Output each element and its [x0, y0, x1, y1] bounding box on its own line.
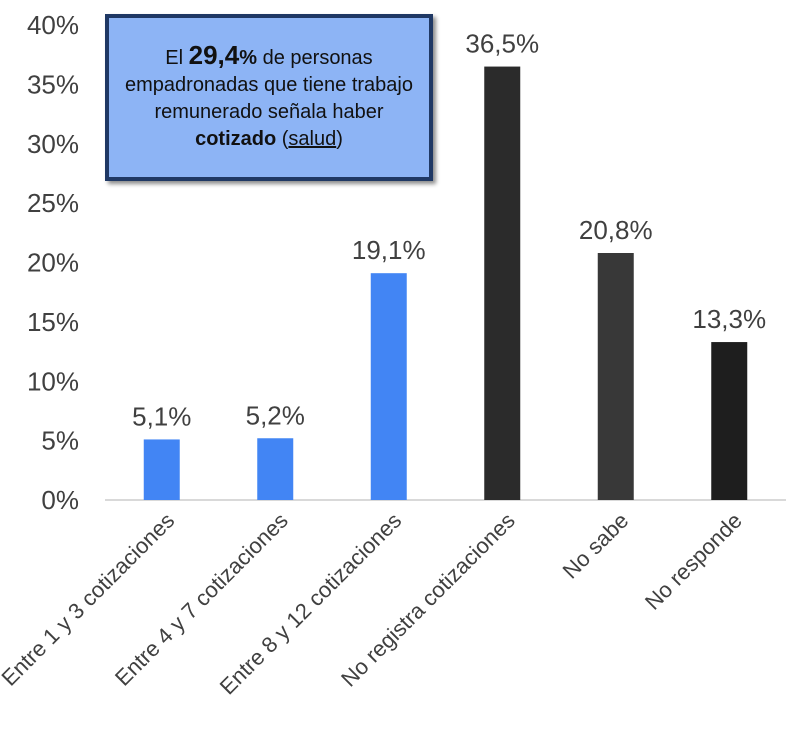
y-tick-label: 5%	[41, 426, 79, 456]
bar	[143, 439, 180, 500]
annotation-body-text: de personas empadronadas que tiene traba…	[125, 47, 413, 123]
annotation-bold-word: cotizado	[195, 128, 277, 150]
data-label: 20,8%	[579, 215, 653, 245]
annotation-text: El 29,4% de personas empadronadas que ti…	[121, 42, 417, 153]
y-tick-label: 20%	[27, 248, 79, 278]
bars	[143, 66, 748, 500]
y-tick-label: 35%	[27, 69, 79, 99]
data-label: 19,1%	[352, 235, 426, 265]
annotation-callout: El 29,4% de personas empadronadas que ti…	[105, 14, 433, 181]
data-label: 13,3%	[692, 304, 766, 334]
category-label: No sabe	[558, 508, 634, 584]
annotation-prefix: El	[165, 47, 189, 69]
bar	[257, 438, 294, 500]
y-axis-ticks: 0% 5% 10% 15% 20% 25% 30% 35% 40%	[27, 10, 79, 515]
bar	[597, 253, 634, 500]
y-tick-label: 25%	[27, 188, 79, 218]
annotation-paren-open: (	[276, 128, 289, 150]
bar	[711, 342, 748, 500]
y-tick-label: 0%	[41, 485, 79, 515]
annotation-highlight-number: 29,4	[188, 40, 240, 70]
data-labels: 5,1% 5,2% 19,1% 36,5% 20,8% 13,3%	[132, 29, 766, 432]
category-label: No responde	[640, 508, 747, 615]
y-tick-label: 40%	[27, 10, 79, 40]
bar	[370, 273, 407, 500]
data-label: 36,5%	[465, 29, 539, 59]
data-label: 5,2%	[246, 400, 305, 430]
bar	[484, 66, 521, 500]
category-label: Entre 8 y 12 cotizaciones	[215, 508, 406, 699]
annotation-paren-close: )	[336, 128, 343, 150]
data-label: 5,1%	[132, 401, 191, 431]
y-tick-label: 30%	[27, 129, 79, 159]
annotation-underlined-word: salud	[288, 128, 337, 150]
y-tick-label: 10%	[27, 366, 79, 396]
y-tick-label: 15%	[27, 307, 79, 337]
annotation-highlight-unit: %	[239, 47, 258, 69]
